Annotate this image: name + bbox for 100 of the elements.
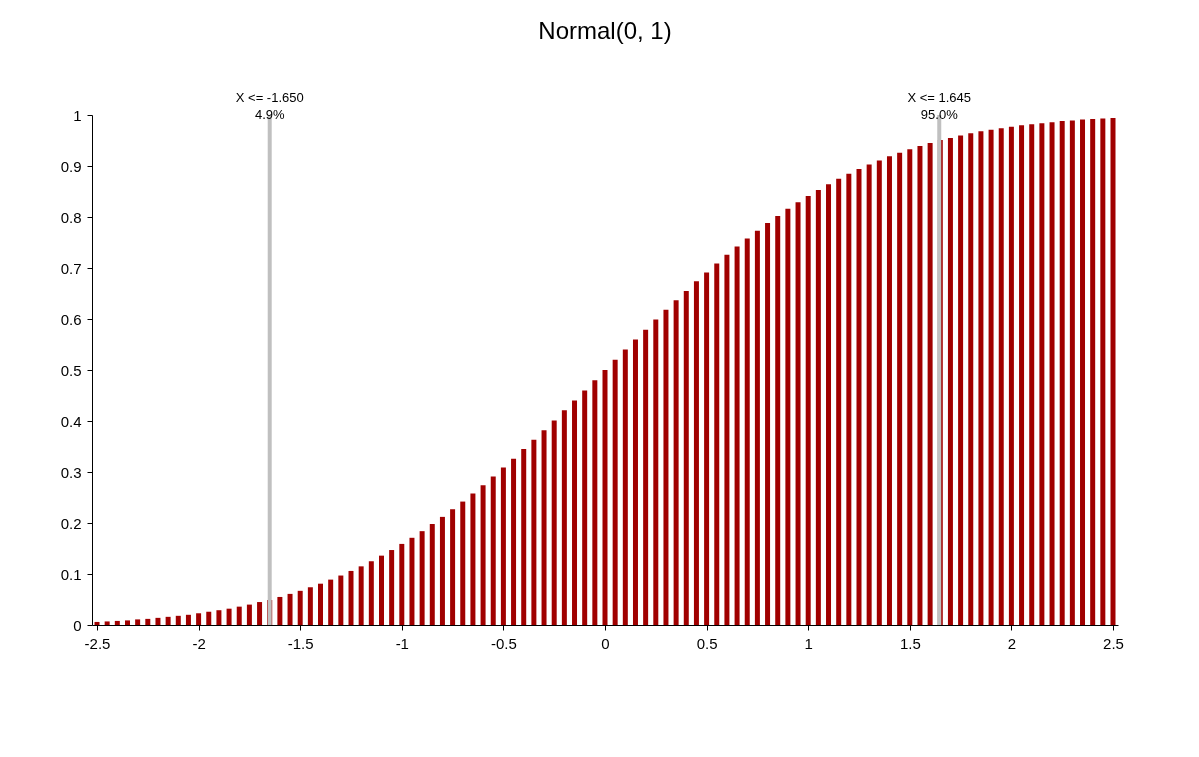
x-tick-label: 1.5 <box>899 634 921 652</box>
bar <box>429 524 435 625</box>
x-tick-label: 2.5 <box>1103 634 1124 652</box>
bar <box>277 596 283 625</box>
bar <box>572 400 578 625</box>
ref-line-label: X <= 1.645 95.0% <box>907 90 972 122</box>
bar <box>511 458 517 625</box>
bar <box>988 129 994 625</box>
bar <box>1110 118 1116 625</box>
x-tick-label: 1 <box>804 634 813 652</box>
bar <box>1029 124 1035 625</box>
bar <box>775 215 781 625</box>
bar <box>795 202 801 625</box>
bar <box>399 543 405 625</box>
bar <box>1080 119 1086 625</box>
bar <box>978 131 984 625</box>
bar <box>531 439 537 625</box>
bar <box>348 570 354 625</box>
bar <box>480 485 486 625</box>
bar <box>409 537 415 625</box>
bar <box>704 272 710 625</box>
bar <box>886 156 892 625</box>
x-tick-label: -1 <box>395 634 409 652</box>
bar <box>551 420 557 625</box>
bar <box>165 616 171 625</box>
ref-line-label: X <= -1.650 4.9% <box>235 90 304 122</box>
y-tick-label: 0.7 <box>60 259 82 277</box>
bar <box>439 516 445 625</box>
bar <box>1049 122 1055 625</box>
y-tick-label: 0.1 <box>60 565 82 583</box>
x-tick-label: -2.5 <box>84 634 111 652</box>
bar <box>216 610 222 625</box>
x-tick-label: 0 <box>601 634 610 652</box>
bar <box>744 238 750 625</box>
bar <box>917 146 923 625</box>
bar <box>1090 119 1096 625</box>
bar <box>307 587 313 625</box>
y-tick-label: 0.4 <box>60 412 82 430</box>
bar <box>1039 123 1045 625</box>
bar <box>236 606 242 625</box>
bar <box>419 531 425 625</box>
bar <box>450 509 456 625</box>
y-tick-label: 0.6 <box>60 310 82 328</box>
bar <box>175 615 181 625</box>
bar <box>114 620 120 625</box>
bar <box>714 263 720 625</box>
bar <box>927 143 933 625</box>
bar <box>1019 125 1025 625</box>
bar <box>866 164 872 625</box>
bar <box>846 173 852 625</box>
bar <box>602 370 608 625</box>
bar <box>155 617 161 625</box>
bar <box>521 449 527 625</box>
bar <box>653 319 659 625</box>
x-tick-label: 0.5 <box>696 634 718 652</box>
y-tick-label: 0.2 <box>60 514 82 532</box>
y-tick-label: 0.5 <box>60 361 82 379</box>
bar <box>104 621 110 625</box>
chart-title: Normal(0, 1) <box>538 17 672 44</box>
bar <box>673 300 679 625</box>
x-tick-label: -1.5 <box>287 634 314 652</box>
bar <box>582 390 588 625</box>
bar <box>124 620 130 625</box>
bar <box>561 410 567 625</box>
bar <box>257 602 263 625</box>
bar <box>805 196 811 625</box>
x-tick-label: 2 <box>1007 634 1017 652</box>
bar <box>196 613 202 625</box>
bar <box>765 223 771 625</box>
bar <box>785 208 791 625</box>
bar <box>1008 126 1014 625</box>
bar <box>338 575 344 625</box>
bar <box>897 152 903 625</box>
bar <box>622 349 628 625</box>
bar <box>876 160 882 625</box>
bar <box>754 230 760 625</box>
bar <box>632 339 638 625</box>
bar <box>297 590 303 625</box>
bar <box>500 467 506 625</box>
bar <box>815 189 821 625</box>
y-tick-label: 1 <box>73 106 82 124</box>
bar <box>460 501 466 625</box>
bar <box>907 149 913 625</box>
bar <box>1100 118 1106 625</box>
bar <box>541 430 547 625</box>
bar <box>643 329 649 625</box>
bar <box>612 359 618 625</box>
bar <box>683 290 689 625</box>
bar <box>94 621 100 625</box>
bar <box>318 583 324 625</box>
bar <box>145 618 151 625</box>
bar <box>287 593 293 625</box>
bar <box>968 133 974 625</box>
x-tick-label: -2 <box>192 634 206 652</box>
x-tick-label: -0.5 <box>490 634 517 652</box>
bar <box>378 555 384 625</box>
bar <box>663 309 669 625</box>
bar <box>206 611 212 625</box>
bar <box>368 561 374 625</box>
y-tick-label: 0.8 <box>60 208 82 226</box>
